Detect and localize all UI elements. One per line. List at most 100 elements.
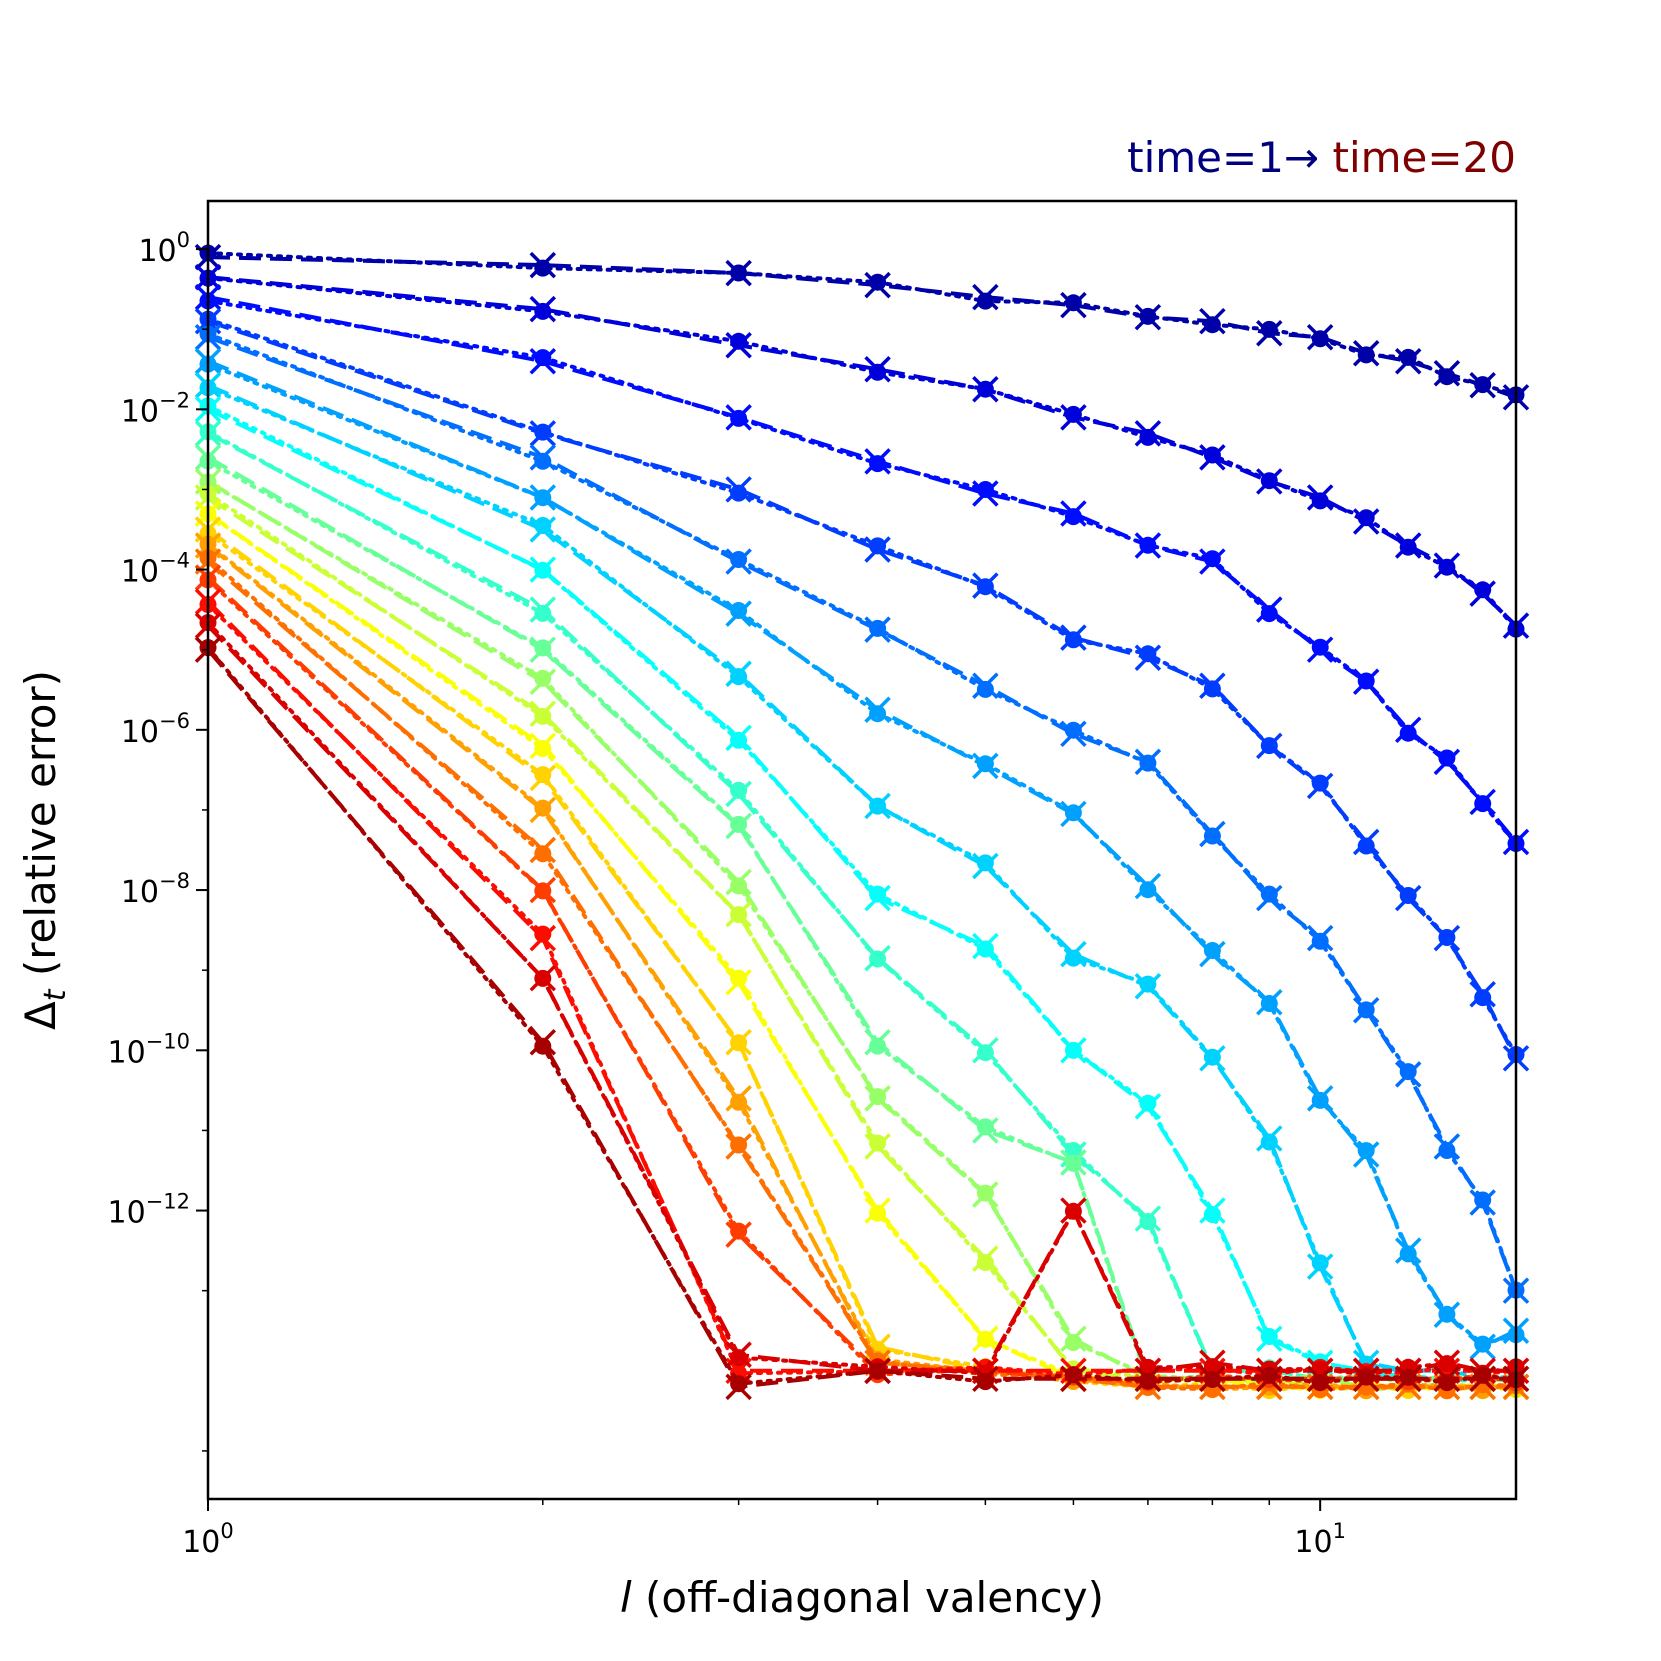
series-5-circle-marker-6 [1064,721,1082,739]
series-5-x-marker-5 [972,672,999,699]
series-19 [194,612,1530,1385]
series-15 [194,532,1530,1401]
series-11-x-marker-5 [972,1181,999,1208]
series-4-x-marker-12 [1394,884,1422,912]
series-7-x-marker-3 [725,660,752,687]
series-17-circle-marker-3 [730,1222,748,1240]
series-1-circle-marker-13 [1438,368,1456,386]
series-2 [194,263,1530,639]
series-1-x-marker-14 [1469,372,1496,399]
series-8-dotted-line [206,403,1518,1383]
y-tick-label: 100 [138,228,190,269]
series-4-circle-marker-3 [730,484,748,502]
series-4-x-marker-9 [1256,732,1283,760]
series-16 [194,548,1530,1401]
series-19-circle-marker-7 [1139,1358,1157,1376]
series-13-x-marker-3 [725,968,752,996]
series-7-x-marker-6 [1060,940,1087,968]
series-6-circle-marker-3 [730,602,748,619]
series-4-circle-marker-10 [1311,774,1329,792]
series-6-circle-marker-8 [1203,942,1221,959]
series-10-dashed-line [207,455,1516,1381]
series-4-x-marker-3 [725,476,752,503]
series-20-x-marker-9 [1256,1365,1283,1393]
series-20-x-marker-2 [529,1029,557,1056]
series-3-x-marker-8 [1199,548,1226,575]
series-5-x-marker-11 [1352,997,1380,1024]
x-tick-label: 101 [1294,1519,1346,1560]
y-tick-label: 10−2 [121,388,190,429]
series-1-x-marker-4 [864,271,891,299]
series-8-x-marker-2 [529,556,557,583]
series-1-circle-marker-12 [1399,348,1417,366]
series-9-circle-marker-3 [730,781,748,799]
series-9-x-marker-7 [1134,1205,1162,1232]
series-20-circle-marker-2 [534,1037,552,1055]
series-20-x-marker-5 [972,1365,999,1393]
series-3-x-marker-3 [725,404,752,431]
series-1-x-marker-2 [529,251,557,279]
series-3-x-marker-6 [1060,500,1087,527]
series-13-circle-marker-2 [534,740,552,757]
series-6-x-marker-14 [1469,1333,1496,1361]
series-1-circle-marker-9 [1260,320,1278,338]
series-1-dashed-line [207,255,1517,400]
series-9-dashed-line [207,431,1516,1381]
series-20-x-marker-12 [1394,1365,1422,1393]
series-18-x-marker-2 [529,924,557,952]
series-5-circle-marker-12 [1399,1063,1417,1081]
series-1-x-marker-13 [1433,360,1461,387]
series-11-circle-marker-3 [730,877,748,895]
series-13-circle-marker-4 [869,1204,887,1222]
series-7-x-marker-2 [529,516,557,543]
annotation-start: time=1→ [1127,133,1319,182]
series-9-x-marker-2 [529,596,557,623]
series-1-x-marker-8 [1199,307,1226,335]
series-14-x-marker-2 [529,764,557,792]
series-16-x-marker-3 [725,1133,752,1160]
series-5-x-marker-10 [1306,924,1334,952]
series-20-x-marker-7 [1134,1365,1162,1393]
series-5-x-marker-14 [1469,1189,1496,1216]
series-2-x-marker-8 [1199,444,1226,471]
series-5-circle-marker-14 [1474,1191,1492,1209]
series-8-circle-marker-4 [869,885,887,903]
series-1-circle-marker-8 [1203,316,1221,334]
series-10-x-marker-2 [529,636,557,663]
tick-layer: 100 101 100 10−2 10−4 10−6 10−8 10−10 10−12 [107,228,1345,1560]
series-8-x-marker-5 [972,932,999,960]
series-5-x-marker-4 [864,616,891,643]
series-3-x-marker-5 [972,480,999,507]
series-5 [194,323,1530,1304]
series-3-x-marker-10 [1306,636,1334,663]
series-19-x-marker-2 [529,964,557,992]
series-3-x-marker-9 [1256,596,1283,623]
series-11-x-marker-4 [864,1085,891,1112]
series-15-x-marker-3 [725,1085,752,1112]
series-5-x-marker-8 [1199,820,1226,848]
series-1-x-marker-9 [1256,319,1283,347]
series-6-x-marker-7 [1134,872,1162,900]
series-10-x-marker-4 [864,1029,891,1056]
series-1-x-marker-6 [1060,291,1087,319]
series-5-x-marker-3 [725,548,752,575]
series-6-circle-marker-11 [1357,1142,1375,1160]
series-2-x-marker-12 [1394,532,1422,559]
series-12-circle-marker-5 [976,1254,994,1271]
series-7-x-marker-5 [972,852,999,880]
series-5-circle-marker-5 [976,680,994,698]
series-10-x-marker-3 [725,812,752,840]
series-6-x-marker-10 [1306,1085,1334,1112]
y-tick-label: 10−6 [121,709,190,750]
series-2-circle-marker-10 [1311,492,1329,510]
series-4-x-marker-2 [529,420,557,447]
series-7-circle-marker-9 [1260,1133,1278,1151]
series-10-x-marker-6 [1060,1149,1087,1176]
series-2-x-marker-10 [1306,484,1334,511]
series-7-circle-marker-5 [976,854,994,872]
series-7-x-marker-10 [1306,1253,1334,1280]
series-6-x-marker-2 [529,484,557,511]
series-20-circle-marker-5 [976,1373,994,1391]
series-8-dashed-line [207,407,1516,1381]
series-7-circle-marker-3 [730,668,748,686]
